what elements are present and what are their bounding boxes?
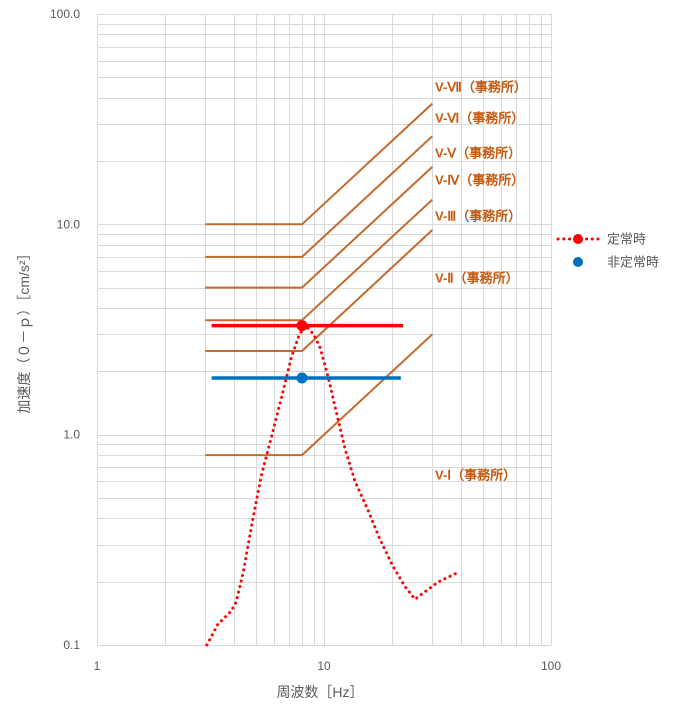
criteria-line xyxy=(205,166,433,289)
criteria-line xyxy=(205,229,433,352)
criteria-label: V-Ⅴ（事務所） xyxy=(435,146,521,161)
criteria-line xyxy=(205,135,433,258)
y-axis-title: 加速度（０－ｐ）［cm/s²］ xyxy=(16,246,33,413)
non-steady-state-marker xyxy=(296,372,308,384)
x-tick-label: 10 xyxy=(317,659,331,673)
legend-marker xyxy=(573,234,583,244)
y-tick-label: 0.1 xyxy=(63,638,80,652)
legend-label: 非定常時 xyxy=(607,255,659,270)
tick-labels: 1 10 100 100.0 10.0 1.0 0.1 xyxy=(50,7,561,673)
legend-item-steady-state: 定常時 xyxy=(556,232,646,247)
criteria-label: V-Ⅵ（事務所） xyxy=(435,111,524,126)
steady-state-marker xyxy=(296,320,308,332)
steady-state-spectrum-line xyxy=(205,324,459,647)
legend-label: 定常時 xyxy=(607,232,646,247)
y-tick-label: 1.0 xyxy=(63,428,80,442)
gridlines xyxy=(97,14,552,646)
legend-item-non-steady-state: 非定常時 xyxy=(573,255,659,270)
y-tick-label: 100.0 xyxy=(50,7,80,21)
criteria-label: V-Ⅳ（事務所） xyxy=(435,173,524,188)
criteria-label: V-Ⅰ（事務所） xyxy=(435,468,516,483)
criteria-line xyxy=(205,102,433,226)
criteria-lines xyxy=(205,102,433,457)
criteria-line xyxy=(205,198,433,322)
criteria-line xyxy=(205,333,433,457)
x-tick-label: 100 xyxy=(541,659,561,673)
data-series xyxy=(205,320,459,647)
criteria-label: V-Ⅶ（事務所） xyxy=(435,80,527,95)
legend-marker xyxy=(573,257,583,267)
y-tick-label: 10.0 xyxy=(57,217,81,231)
x-tick-label: 1 xyxy=(94,659,101,673)
criteria-label: V-Ⅱ（事務所） xyxy=(435,271,519,286)
criteria-label: V-Ⅲ（事務所） xyxy=(435,209,521,224)
criteria-labels: V-Ⅶ（事務所） V-Ⅵ（事務所） V-Ⅴ（事務所） V-Ⅳ（事務所） V-Ⅲ（事務所）… xyxy=(435,80,527,483)
x-axis-title: 周波数［Hz］ xyxy=(276,684,363,700)
